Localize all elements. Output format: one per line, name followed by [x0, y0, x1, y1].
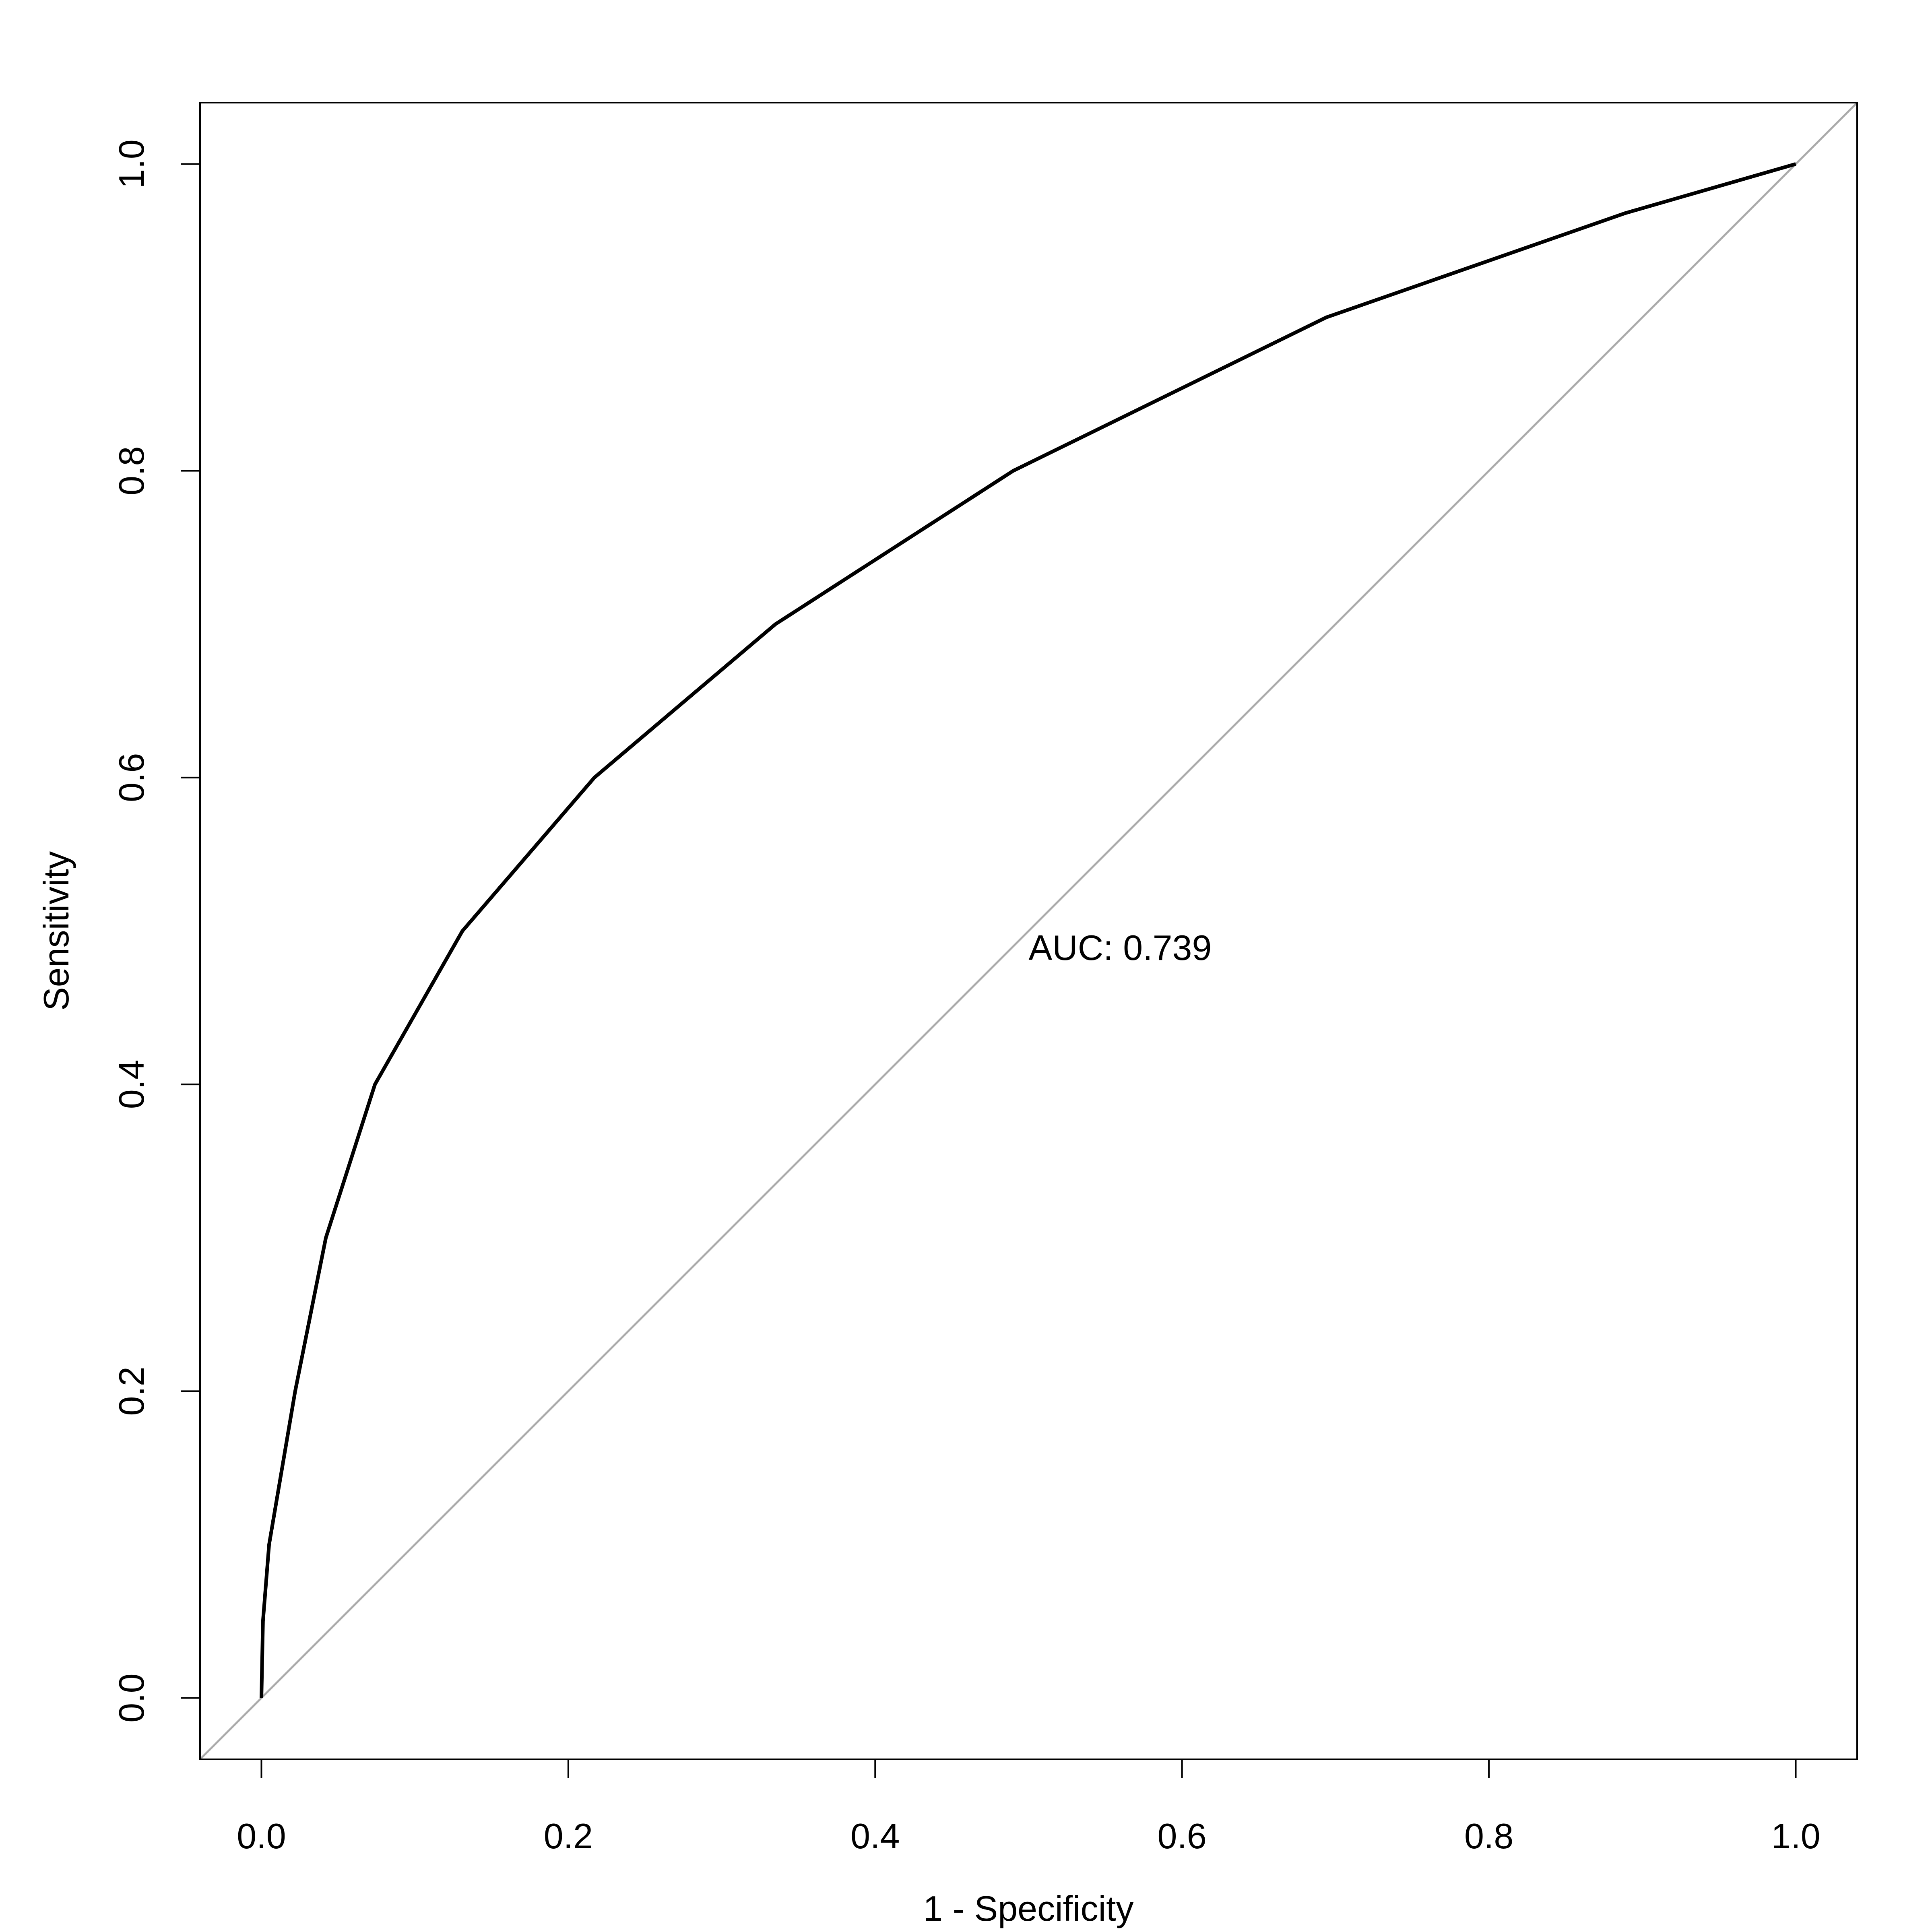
- plot-frame: [199, 102, 1858, 1760]
- y-tick-label: 0.0: [111, 1673, 151, 1722]
- x-tick-label: 0.2: [544, 1816, 593, 1856]
- x-axis-title: 1 - Specificity: [923, 1889, 1133, 1928]
- y-tick-label: 0.8: [111, 446, 151, 495]
- y-tick-label: 0.6: [111, 753, 151, 802]
- x-tick-label: 0.0: [237, 1816, 286, 1856]
- x-tick-label: 0.8: [1464, 1816, 1513, 1856]
- y-axis-title: Sensitivity: [36, 851, 76, 1011]
- x-tick-label: 1.0: [1771, 1816, 1820, 1856]
- x-tick-label: 0.6: [1158, 1816, 1207, 1856]
- y-tick-label: 1.0: [111, 139, 151, 188]
- annotation: AUC: 0.739: [1029, 928, 1212, 968]
- y-tick-label: 0.4: [111, 1060, 151, 1109]
- diagonal: [200, 103, 1857, 1759]
- x-tick-label: 0.4: [850, 1816, 900, 1856]
- roc-curve: [259, 162, 1796, 1698]
- y-tick-label: 0.2: [111, 1366, 151, 1416]
